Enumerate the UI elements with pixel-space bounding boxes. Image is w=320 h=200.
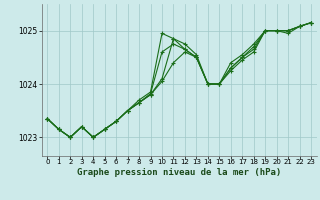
X-axis label: Graphe pression niveau de la mer (hPa): Graphe pression niveau de la mer (hPa) bbox=[77, 168, 281, 177]
